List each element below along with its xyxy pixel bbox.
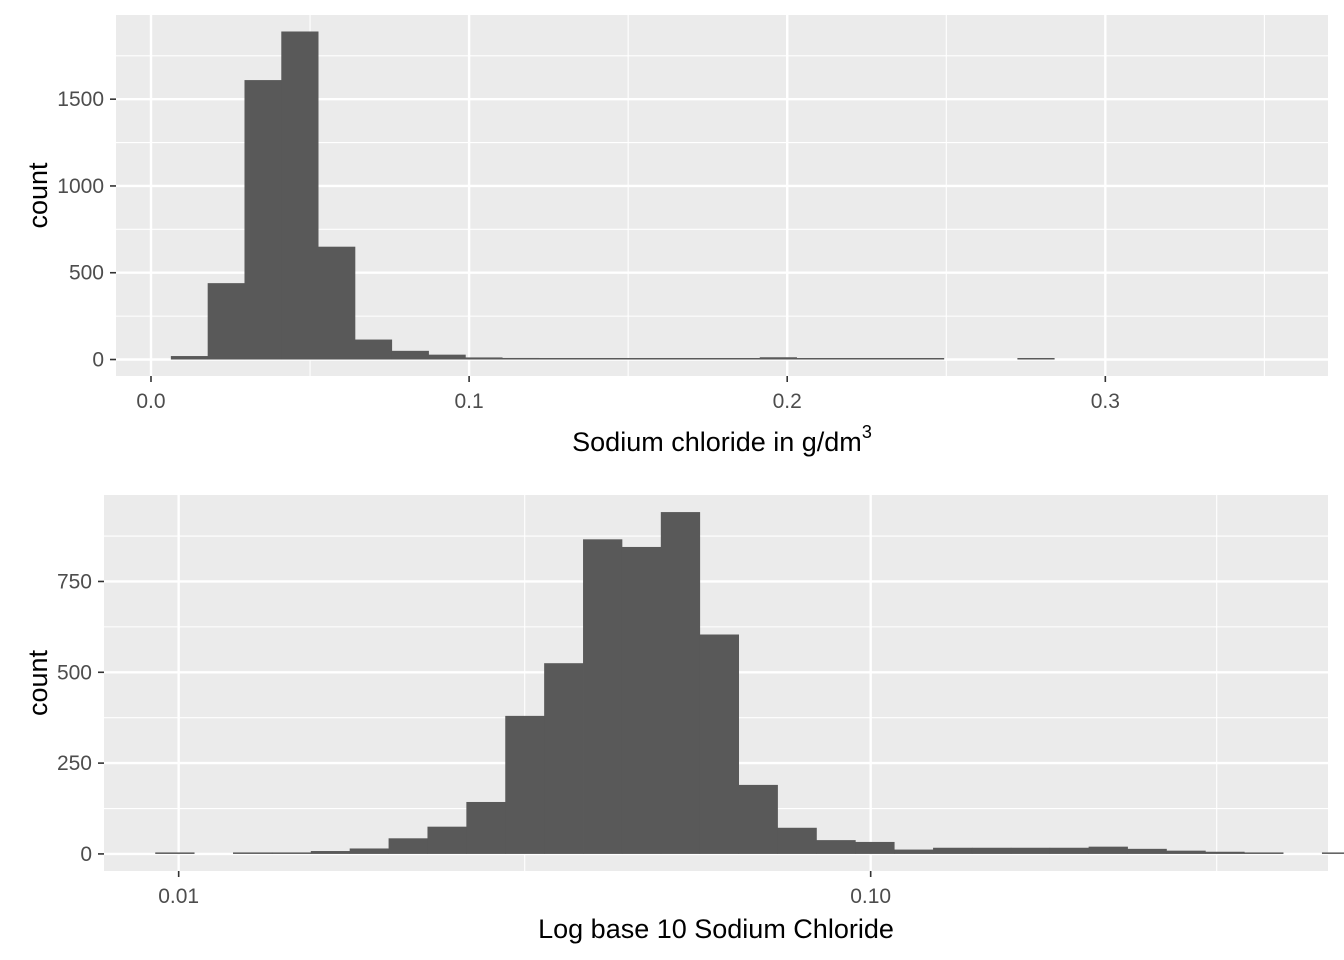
histogram-bar [894,849,934,854]
y-tick-label: 0 [92,349,104,372]
histogram-bar [349,848,389,854]
histogram-bar [971,847,1012,854]
histogram-bar [281,31,319,360]
histogram-bar [660,512,701,854]
histogram-bar [354,339,393,360]
histogram-bar [722,358,761,360]
histogram-bar [686,358,724,360]
histogram-bar [538,358,577,360]
histogram-bar [855,841,895,854]
histogram-bar [1244,852,1284,854]
histogram-bar [310,851,351,854]
x-axis-title-superscript: 3 [862,422,872,442]
histogram-bar [1205,851,1245,854]
histogram-bar [777,827,817,854]
y-tick-label: 750 [57,570,92,593]
x-tick-label: 0.2 [773,390,802,413]
histogram-bar [796,358,834,360]
histogram-bar [575,358,613,360]
x-tick-label: 0.10 [850,885,891,908]
histogram-bar [502,357,540,360]
histogram-bar [649,358,687,360]
histogram-bar [1010,847,1051,854]
histogram-bar [906,358,945,360]
histogram-bar [612,358,650,360]
x-axis-title-text: Log base 10 Sodium Chloride [538,914,894,944]
histogram-bar [170,356,209,360]
histogram-bar [207,283,245,360]
y-axis-title: count [23,162,53,229]
histogram-bar [318,246,356,360]
histogram-bar [816,840,856,854]
y-axis-title: count [23,649,53,716]
histogram-bar [583,539,623,854]
histogram-bar [465,357,503,360]
y-tick-label: 500 [57,661,92,684]
y-tick-label: 250 [57,752,92,775]
x-tick-label: 0.01 [158,885,199,908]
histogram-bar [271,852,312,854]
histogram-bar [933,847,973,854]
histogram-bar [738,784,778,854]
histogram-bar [391,350,429,360]
histogram-bar [1049,847,1090,854]
histogram-sodium-chloride: 0 500 1000 1500 0.0 0.1 0.2 0.3 Sodium chloride … [23,15,1328,457]
y-tick-label: 1000 [57,175,104,198]
histogram-bar [1166,850,1206,854]
x-axis-title-text: Sodium chloride in g/dm [572,427,862,457]
histogram-bar [427,826,467,854]
histogram-bar [428,354,466,360]
x-tick-label: 0.1 [455,390,484,413]
y-tick-label: 500 [69,262,104,285]
histogram-bar [244,80,282,360]
y-tick-label: 0 [80,843,92,866]
histogram-bar [1127,848,1167,854]
histogram-bar [870,358,908,360]
histogram-bar [759,357,797,360]
x-axis-title: Log base 10 Sodium Chloride [538,914,894,944]
histogram-bar [544,663,584,854]
histogram-bar [1321,852,1344,854]
histogram-bar [1017,358,1055,360]
y-tick-label: 1500 [57,88,104,111]
x-axis-title: Sodium chloride in g/dm3 [572,422,872,457]
histogram-bar [388,838,428,854]
histogram-bar [699,634,740,854]
histogram-bar [505,715,545,854]
x-tick-label: 0.3 [1091,390,1120,413]
histogram-bar [1088,846,1128,854]
x-tick-label: 0.0 [136,390,165,413]
histogram-bar [233,852,273,854]
histogram-bar [155,852,195,854]
histogram-bar [833,358,871,360]
histogram-bar [466,801,506,854]
histogram-log-sodium-chloride: 0 250 500 750 0.01 0.10 Log base 10 Sodium Chl… [23,495,1344,944]
histogram-bar [621,546,662,854]
